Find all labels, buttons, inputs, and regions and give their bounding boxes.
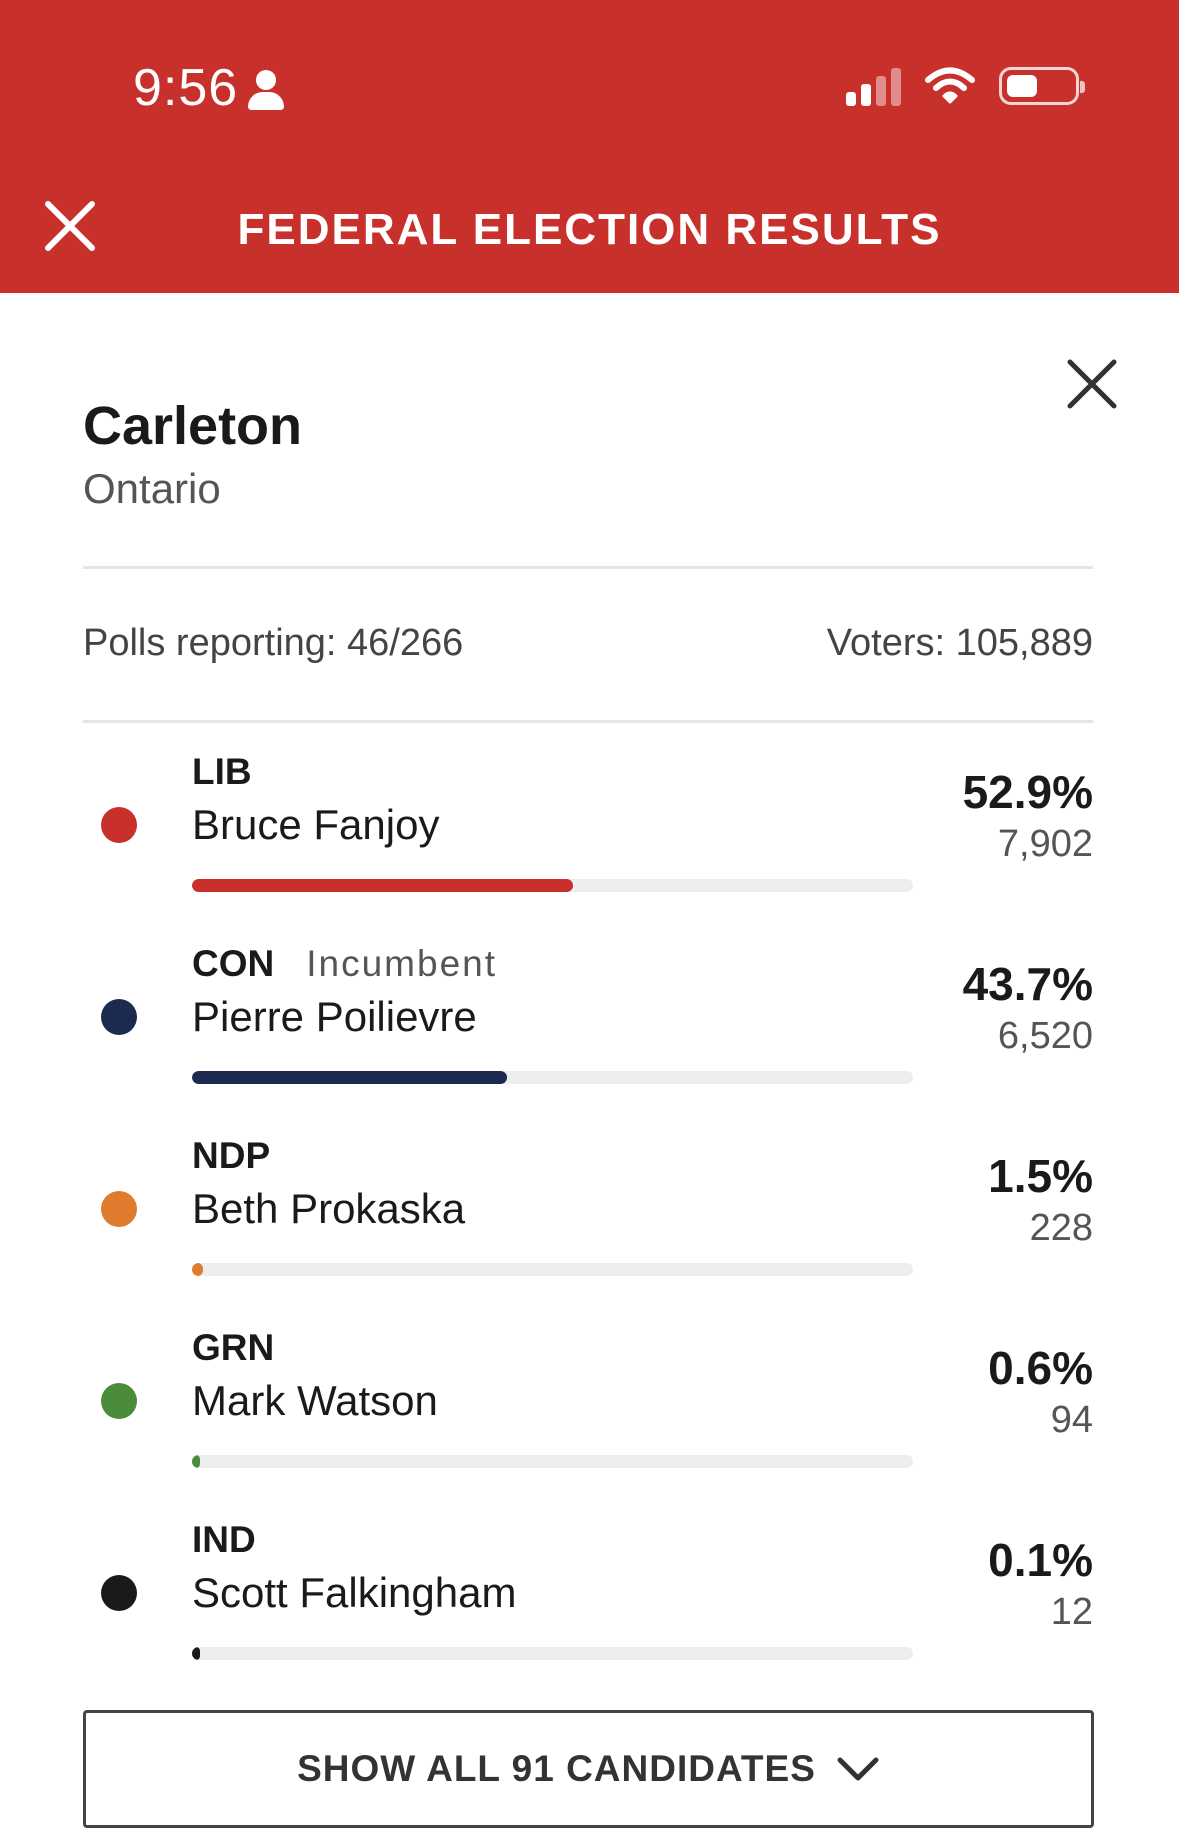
vote-share-fill: [192, 1263, 203, 1276]
app-header: 9:56 FEDERAL ELECTION RESULTS: [0, 0, 1179, 293]
vote-share-fill: [192, 1647, 200, 1660]
vote-share-bar: [192, 1455, 913, 1468]
party-abbreviation: LIB: [192, 751, 252, 792]
incumbent-label: Incumbent: [306, 943, 498, 984]
candidate-name: Bruce Fanjoy: [192, 801, 440, 848]
party-abbreviation: NDP: [192, 1135, 271, 1176]
status-bar-indicators: [846, 66, 1085, 106]
party-color-dot: [101, 1191, 137, 1227]
wifi-icon: [925, 67, 975, 104]
candidate-name: Mark Watson: [192, 1377, 438, 1424]
vote-count: 228: [1029, 1207, 1093, 1249]
candidate-name: Scott Falkingham: [192, 1569, 517, 1616]
party-color-dot: [101, 1575, 137, 1611]
vote-share-bar: [192, 1263, 913, 1276]
candidate-name: Pierre Poilievre: [192, 993, 477, 1040]
candidate-row: IND Scott Falkingham 0.1% 12: [0, 1513, 1179, 1705]
battery-icon: [999, 67, 1085, 105]
close-icon[interactable]: [42, 198, 98, 254]
party-color-dot: [101, 1383, 137, 1419]
party-color-dot: [101, 999, 137, 1035]
vote-count: 7,902: [997, 823, 1093, 865]
party-abbreviation: CON Incumbent: [192, 943, 498, 984]
status-time-text: 9:56: [133, 59, 239, 117]
show-all-label: SHOW ALL 91 CANDIDATES: [297, 1748, 816, 1789]
vote-percent: 1.5%: [988, 1150, 1093, 1202]
vote-share-bar: [192, 1647, 913, 1660]
panel-close-icon[interactable]: [1066, 358, 1118, 410]
party-abbreviation: IND: [192, 1519, 256, 1560]
cellular-signal-icon: [846, 66, 901, 106]
vote-share-fill: [192, 1455, 200, 1468]
party-color-dot: [101, 807, 137, 843]
divider: [83, 566, 1093, 569]
vote-share-fill: [192, 879, 574, 892]
vote-percent: 52.9%: [962, 766, 1093, 818]
candidate-row: LIB Bruce Fanjoy 52.9% 7,902: [0, 745, 1179, 937]
person-icon: [248, 70, 285, 110]
vote-percent: 43.7%: [962, 958, 1093, 1010]
status-bar-time: 9:56: [133, 58, 285, 118]
candidate-row: CON Incumbent Pierre Poilievre 43.7% 6,52…: [0, 937, 1179, 1129]
vote-percent: 0.1%: [988, 1534, 1093, 1586]
page-title: FEDERAL ELECTION RESULTS: [237, 205, 942, 254]
candidate-row: NDP Beth Prokaska 1.5% 228: [0, 1129, 1179, 1321]
vote-share-fill: [192, 1071, 508, 1084]
vote-count: 12: [1050, 1591, 1093, 1633]
show-all-candidates-button[interactable]: SHOW ALL 91 CANDIDATES: [83, 1710, 1094, 1828]
vote-percent: 0.6%: [988, 1342, 1093, 1394]
candidate-name: Beth Prokaska: [192, 1185, 466, 1232]
riding-name: Carleton: [83, 396, 303, 456]
voters-count: Voters: 105,889: [826, 622, 1093, 664]
chevron-down-icon: [837, 1757, 879, 1781]
divider: [83, 720, 1093, 723]
party-abbreviation: GRN: [192, 1327, 275, 1368]
vote-count: 94: [1050, 1399, 1093, 1441]
vote-count: 6,520: [997, 1015, 1093, 1057]
riding-province: Ontario: [83, 465, 221, 512]
candidate-row: GRN Mark Watson 0.6% 94: [0, 1321, 1179, 1513]
polls-reporting: Polls reporting: 46/266: [83, 622, 464, 664]
vote-share-bar: [192, 879, 913, 892]
vote-share-bar: [192, 1071, 913, 1084]
